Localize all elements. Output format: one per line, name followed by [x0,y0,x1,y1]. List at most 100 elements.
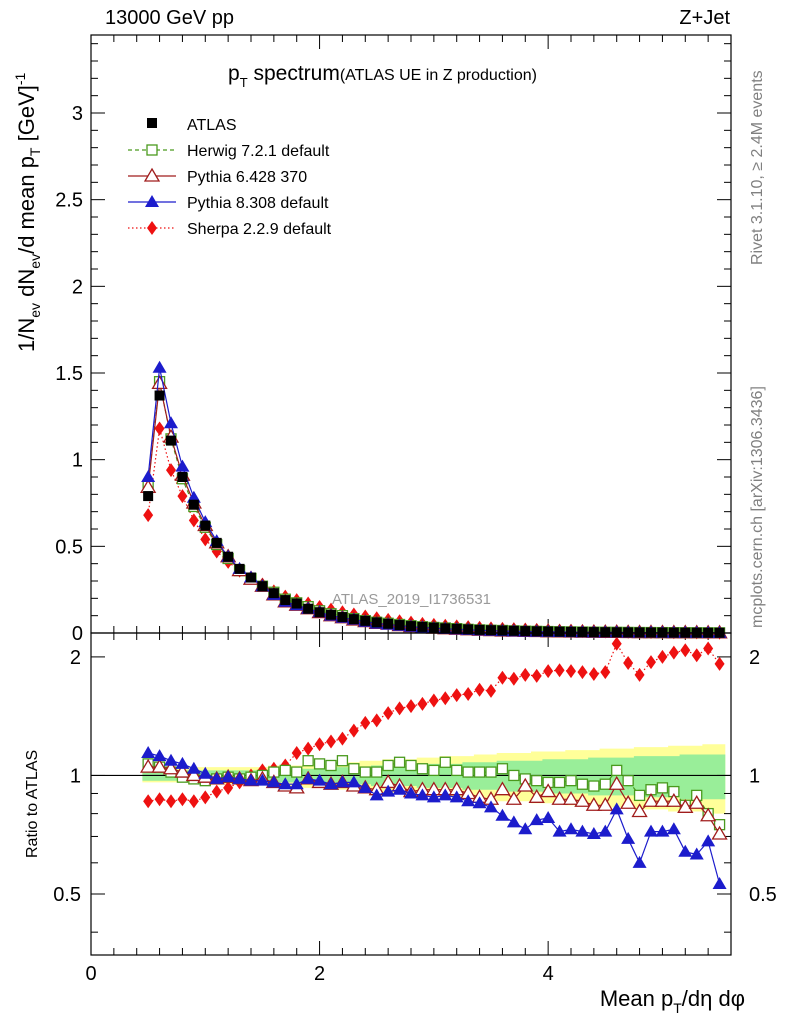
ratio-point-pythia8 [266,775,281,788]
ratio-point-pythia6 [551,790,568,805]
ratio-point-sherpa [680,643,691,658]
ratio-point-pythia6 [597,796,614,811]
ratio-point-herwig [496,763,509,775]
ratio-point-pythia8 [689,847,704,860]
legend-marker-herwig [146,144,158,156]
ratio-point-sherpa [383,706,394,721]
y-tick-label: 3 [72,103,83,125]
ratio-point-pythia8 [712,877,727,890]
ratio-point-sherpa [691,648,702,663]
ratio-point-sherpa [440,691,451,706]
ratio-point-pythia8 [666,822,681,835]
ratio-point-pythia8 [152,749,167,762]
ratio-point-herwig [576,778,589,790]
ratio-point-herwig [393,756,406,768]
ratio-point-sherpa [714,656,725,671]
ratio-point-herwig [599,778,611,790]
ratio-point-herwig [588,780,600,792]
point-atlas [486,625,496,636]
point-atlas [257,581,268,592]
point-sherpa [166,463,176,478]
ratio-point-pythia8 [632,855,647,868]
ratio-point-sherpa [668,645,679,660]
ratio-y-tick-label: 0.5 [53,884,81,906]
ratio-point-pythia8 [392,782,407,795]
ratio-point-herwig [371,766,383,778]
ratio-point-pythia8 [404,786,418,799]
ratio-point-sherpa [623,655,634,670]
ratio-point-pythia6 [151,758,168,773]
point-atlas [188,499,199,510]
ratio-point-sherpa [634,667,645,682]
ratio-point-pythia8 [335,775,350,788]
ratio-point-pythia8 [529,813,544,826]
mcplots-text: mcplots.cern.ch [arXiv:1306.3436] [749,386,766,628]
ratio-point-pythia6 [677,799,694,813]
point-atlas [234,563,245,574]
point-atlas [314,607,325,618]
ratio-point-sherpa [646,655,656,670]
ratio-point-pythia8 [221,770,236,783]
point-atlas [200,520,211,531]
ratio-point-herwig [325,759,337,772]
legend-marker-sherpa [147,221,157,235]
point-atlas [360,615,371,626]
ratio-point-sherpa [588,666,599,681]
ratio-point-pythia6 [654,792,671,807]
ratio-point-pythia6 [494,781,511,796]
ratio-point-pythia8 [621,831,636,844]
ratio-point-sherpa [657,649,668,664]
ratio-point-sherpa [223,780,234,795]
point-atlas [406,621,416,632]
ratio-point-sherpa [188,794,199,809]
ratio-series-pythia8 [141,746,727,890]
ratio-point-pythia8 [175,756,190,769]
ratio-point-pythia8 [575,824,590,837]
point-atlas [508,625,519,636]
ratio-point-sherpa [463,687,474,702]
point-atlas [428,622,439,633]
ratio-point-pythia8 [598,824,613,837]
ratio-point-pythia6 [688,794,705,809]
ratio-point-sherpa [508,671,519,686]
rivet-text: Rivet 3.1.10, ≥ 2.4M events [749,70,766,265]
y-axis-label-ratio: Ratio to ATLAS [24,750,41,858]
ratio-point-pythia6 [574,792,591,807]
ratio-point-pythia6 [700,807,717,822]
ratio-point-pythia6 [585,796,602,811]
x-tick-label: 0 [85,963,96,985]
ratio-point-sherpa [417,696,428,711]
point-atlas [177,472,188,482]
ratio-point-pythia8 [278,777,293,790]
point-atlas [588,627,599,638]
ratio-point-sherpa [166,794,176,809]
ratio-point-herwig [473,766,486,778]
ratio-point-sherpa [611,636,622,651]
ratio-point-pythia6 [162,760,180,775]
point-atlas [383,618,394,629]
legend-item-pythia8: Pythia 8.308 default [128,195,329,212]
legend-marker-atlas [147,118,157,128]
ratio-point-sherpa [428,693,439,708]
y-tick-label: 2 [72,276,83,298]
axes-ticks: 0 2 400.511.522.530.5 0.51 12 2 [53,35,777,985]
ratio-y-tick-label: 1 [70,765,81,787]
point-atlas [394,620,405,631]
ratio-point-pythia6 [665,792,682,807]
ratio-point-pythia8 [655,824,670,837]
ratio-point-herwig [622,775,634,787]
ratio-point-herwig [531,775,543,787]
point-atlas [566,626,576,637]
ratio-point-sherpa [543,664,554,679]
legend-label-herwig: Herwig 7.2.1 default [187,143,330,160]
ratio-point-herwig [553,776,566,789]
ratio-point-herwig [302,755,314,767]
ratio-point-pythia8 [586,827,601,840]
y-tick-label: 0 [72,623,83,645]
ratio-point-herwig [611,764,623,777]
ratio-point-sherpa [406,699,416,714]
point-atlas [451,623,462,634]
point-atlas [474,624,485,635]
ratio-point-pythia8 [506,815,521,828]
ratio-point-herwig [633,789,646,802]
